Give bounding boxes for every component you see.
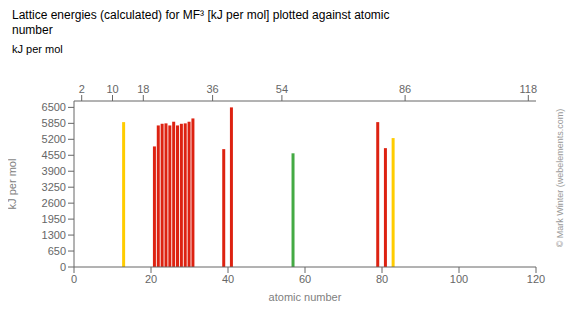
svg-text:atomic number: atomic number <box>269 291 342 303</box>
svg-text:1950: 1950 <box>42 213 66 225</box>
html-text:© Mark Winter (webelements.com: © Mark Winter (webelements.com) <box>555 108 565 247</box>
svg-text:3250: 3250 <box>42 181 66 193</box>
svg-text:3900: 3900 <box>42 165 66 177</box>
html-text:Lattice energies (calculated): Lattice energies (calculated) for MF³ [k… <box>12 8 390 22</box>
svg-text:kJ per mol: kJ per mol <box>8 159 18 210</box>
svg-text:80: 80 <box>376 273 388 285</box>
svg-text:2600: 2600 <box>42 197 66 209</box>
html-text:kJ per mol: kJ per mol <box>12 43 63 55</box>
svg-text:40: 40 <box>222 273 234 285</box>
svg-text:54: 54 <box>276 83 288 95</box>
html-text:number: number <box>12 23 53 37</box>
svg-text:60: 60 <box>299 273 311 285</box>
svg-text:5850: 5850 <box>42 117 66 129</box>
svg-text:0: 0 <box>60 261 66 273</box>
svg-text:20: 20 <box>145 273 157 285</box>
svg-text:4550: 4550 <box>42 149 66 161</box>
svg-text:5200: 5200 <box>42 133 66 145</box>
svg-text:1300: 1300 <box>42 229 66 241</box>
svg-text:2: 2 <box>79 83 85 95</box>
svg-text:18: 18 <box>137 83 149 95</box>
svg-text:86: 86 <box>399 83 411 95</box>
svg-text:120: 120 <box>527 273 545 285</box>
svg-text:6500: 6500 <box>42 101 66 113</box>
svg-text:100: 100 <box>450 273 468 285</box>
svg-text:36: 36 <box>206 83 218 95</box>
svg-text:0: 0 <box>71 273 77 285</box>
svg-text:118: 118 <box>520 83 538 95</box>
svg-text:650: 650 <box>48 245 66 257</box>
svg-text:10: 10 <box>106 83 118 95</box>
